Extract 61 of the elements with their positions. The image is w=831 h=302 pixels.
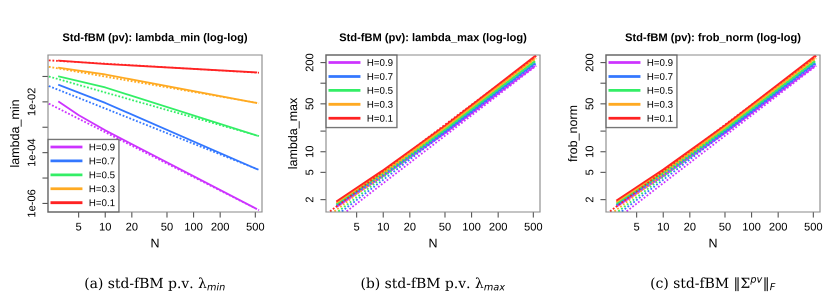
x-tick-label: 200 [769,222,788,231]
legend-label: H=0.9 [90,144,115,150]
legend-label: H=0.9 [648,59,673,66]
y-axis-title: lambda_min [10,100,22,167]
x-tick-label: 10 [658,222,669,231]
legend-label: H=0.3 [368,100,393,108]
legend-label: H=0.5 [648,86,673,94]
x-tick-label: 200 [489,222,508,231]
legend-label: H=0.1 [90,199,115,206]
x-tick-label: 50 [439,222,451,231]
x-axis-title: N [152,238,158,248]
text: (b) std-fBM p.v. λ$_{max}$ [362,277,506,291]
y-tick-label: 5 [306,170,314,176]
legend-label: H=0.1 [648,114,673,122]
x-axis-title: N [710,238,716,248]
chart-title: Std-fBM (pv): lambda_max (log-log) [340,33,526,44]
x-tick-label: 20 [404,222,416,231]
legend-label: H=0.5 [368,86,393,94]
chart-title: Std-fBM (pv): frob_norm (log-log) [625,33,800,44]
x-tick-label: 500 [524,222,542,231]
legend-label: H=0.3 [648,100,673,108]
y-tick-label: 10 [306,146,314,158]
y-tick-label: 200 [586,54,594,72]
x-tick-label: 100 [743,222,760,231]
x-tick-label: 200 [211,222,230,231]
y-tick-label: 2 [306,197,314,202]
x-tick-label: 5 [76,222,82,231]
legend-label: H=0.7 [368,73,393,80]
y-tick-label: 1e-06 [28,190,36,217]
legend-label: H=0.1 [368,114,393,122]
y-axis-title: lambda_max [288,98,300,168]
y-tick-label: 1e-02 [28,88,36,116]
x-tick-label: 500 [804,222,822,231]
x-tick-label: 10 [100,222,111,231]
y-tick-label: 5 [586,170,594,176]
y-tick-label: 2 [586,197,594,202]
y-tick-label: 200 [306,54,314,72]
text: (a) std-fBM p.v. λ$_{min}$ [85,277,225,291]
legend-label: H=0.5 [90,171,115,178]
x-axis-title: N [430,238,436,248]
x-tick-label: 50 [719,222,731,231]
x-tick-label: 20 [684,222,696,231]
y-axis-title: frob_norm [568,106,580,162]
text: (c) std-fBM ‖Σ$^{pv}$‖$_{F}$ [651,277,776,292]
legend-label: H=0.3 [90,185,115,192]
y-tick-label: 1e-04 [28,138,36,166]
y-tick-label: 50 [306,98,314,110]
y-tick-label: 50 [586,98,594,110]
x-tick-label: 100 [463,222,480,231]
x-tick-label: 10 [378,222,389,231]
legend-label: H=0.7 [90,158,115,164]
x-tick-label: 100 [185,222,202,231]
x-tick-label: 5 [354,222,360,231]
legend-label: H=0.9 [368,59,393,66]
x-tick-label: 5 [634,222,640,231]
x-tick-label: 20 [126,222,138,231]
y-tick-label: 10 [586,146,594,158]
legend-label: H=0.7 [648,73,673,80]
x-tick-label: 50 [161,222,173,231]
x-tick-label: 500 [246,222,264,231]
chart-title: Std-fBM (pv): lambda_min (log-log) [62,33,248,44]
